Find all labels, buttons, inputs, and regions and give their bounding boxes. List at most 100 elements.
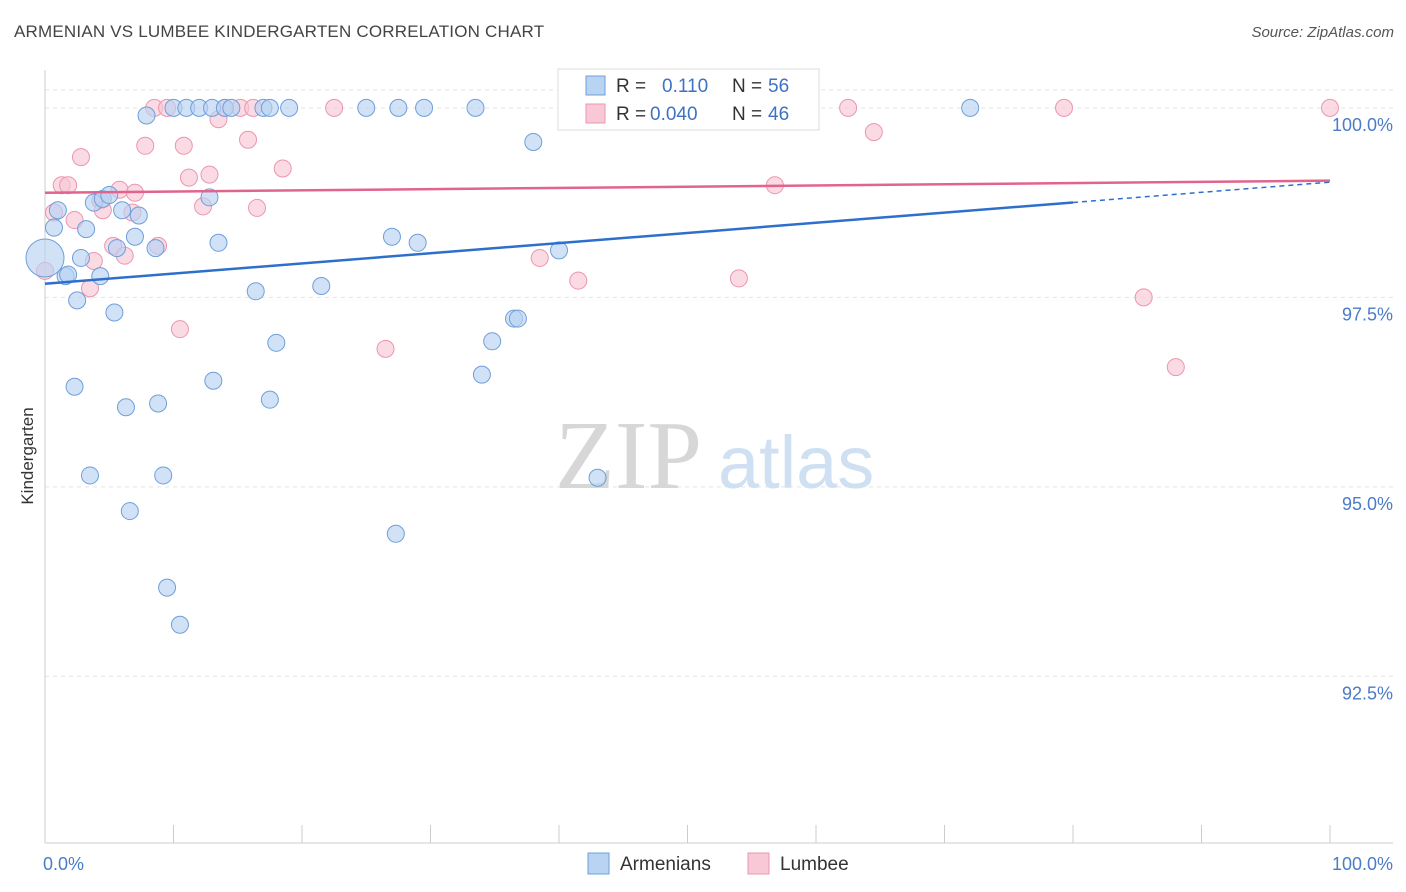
armenians-point — [116, 398, 135, 417]
armenians-point — [44, 218, 63, 237]
stats-lumbee-swatch — [585, 103, 606, 124]
armenians-point — [382, 227, 401, 246]
stats-box: R = 0.110 N = 56 R = 0.040 N = 46 — [557, 68, 820, 131]
armenians-point — [961, 98, 980, 117]
y-tick-label: 97.5% — [1342, 304, 1393, 324]
armenians-trend-line — [44, 201, 1074, 285]
armenians-point — [483, 332, 502, 351]
armenians-point — [246, 282, 265, 301]
lumbee-point — [248, 198, 267, 217]
watermark-zip: ZIP — [555, 402, 702, 510]
axes — [44, 70, 1393, 844]
stats-lumbee-n-value: 46 — [768, 104, 789, 125]
armenians-point — [472, 365, 491, 384]
lumbee-point — [174, 136, 193, 155]
armenians-point — [260, 390, 279, 409]
lumbee-point — [170, 320, 189, 339]
grid-lines — [45, 89, 1393, 677]
tick-labels: 92.5% 95.0% 97.5% 100.0% 0.0% 100.0% — [43, 115, 1393, 874]
armenians-point — [65, 377, 84, 396]
legend-armenians-swatch — [587, 852, 610, 875]
lumbee-point — [136, 136, 155, 155]
armenians-point — [415, 98, 434, 117]
armenians-point — [280, 98, 299, 117]
armenians-point — [48, 201, 67, 220]
lumbee-points — [36, 98, 1339, 377]
lumbee-point — [864, 123, 883, 142]
armenians-point — [408, 233, 427, 252]
armenians-point — [389, 98, 408, 117]
armenians-point — [204, 371, 223, 390]
lumbee-point — [569, 271, 588, 290]
armenians-point — [105, 303, 124, 322]
armenians-point — [146, 239, 165, 258]
watermark: ZIP atlas — [555, 402, 874, 510]
watermark-atlas: atlas — [718, 421, 874, 504]
armenians-point — [120, 502, 139, 521]
lumbee-point — [59, 176, 78, 195]
lumbee-trend-line — [44, 179, 1331, 195]
lumbee-point — [1134, 288, 1153, 307]
lumbee-point — [239, 130, 258, 149]
stats-armenians-swatch — [585, 75, 606, 96]
stats-armenians-n-label: N = — [732, 76, 762, 97]
y-tick-label: 92.5% — [1342, 683, 1393, 703]
lumbee-point — [1166, 358, 1185, 377]
armenians-point — [222, 98, 241, 117]
stats-lumbee-n-label: N = — [732, 104, 762, 125]
armenians-point — [100, 186, 119, 205]
lumbee-point — [729, 269, 748, 288]
armenians-point — [170, 615, 189, 634]
armenians-points — [25, 98, 980, 634]
lumbee-point — [1321, 98, 1339, 117]
armenians-point — [312, 276, 331, 295]
armenians-point — [154, 466, 173, 485]
armenians-point — [508, 309, 527, 328]
armenians-point — [113, 201, 132, 220]
x-tick-label: 100.0% — [1332, 854, 1393, 874]
armenians-point — [158, 578, 177, 597]
armenians-point — [107, 239, 126, 258]
armenians-point — [386, 524, 405, 543]
lumbee-point — [200, 165, 219, 184]
armenians-trend-extension — [1072, 181, 1331, 204]
armenians-point — [68, 291, 87, 310]
armenians-point — [80, 466, 99, 485]
armenians-point — [588, 468, 607, 487]
armenians-point — [71, 248, 90, 267]
lumbee-point — [839, 98, 858, 117]
stats-lumbee-r-value: 0.040 — [650, 104, 698, 125]
legend-lumbee-swatch — [747, 852, 770, 875]
x-tick-label: 0.0% — [43, 854, 84, 874]
armenians-point — [209, 233, 228, 252]
y-tick-label: 95.0% — [1342, 494, 1393, 514]
lumbee-point — [376, 339, 395, 358]
armenians-point — [466, 98, 485, 117]
armenians-point — [125, 227, 144, 246]
chart-title: ARMENIAN VS LUMBEE KINDERGARTEN CORRELAT… — [14, 22, 545, 41]
armenians-point — [260, 98, 279, 117]
stats-armenians-n-value: 56 — [768, 76, 789, 97]
armenians-point — [91, 267, 110, 286]
legend-lumbee-label: Lumbee — [780, 854, 849, 875]
armenians-point — [357, 98, 376, 117]
armenians-point — [200, 188, 219, 207]
lumbee-point — [273, 159, 292, 178]
lumbee-point — [71, 148, 90, 167]
stats-lumbee-r-label: R = — [616, 104, 646, 125]
legend: Armenians Lumbee — [587, 852, 849, 875]
armenians-point — [267, 333, 286, 352]
stats-armenians-r-value: 0.110 — [662, 76, 708, 97]
armenians-point — [149, 394, 168, 413]
armenians-point — [129, 206, 148, 225]
lumbee-point — [179, 168, 198, 187]
trend-lines — [44, 179, 1331, 285]
armenians-point — [524, 132, 543, 151]
legend-armenians-label: Armenians — [620, 854, 711, 875]
lumbee-point — [530, 248, 549, 267]
armenians-point — [77, 220, 96, 239]
y-axis-title: Kindergarten — [18, 407, 37, 504]
armenians-point — [25, 238, 65, 278]
stats-armenians-r-label: R = — [616, 76, 646, 97]
